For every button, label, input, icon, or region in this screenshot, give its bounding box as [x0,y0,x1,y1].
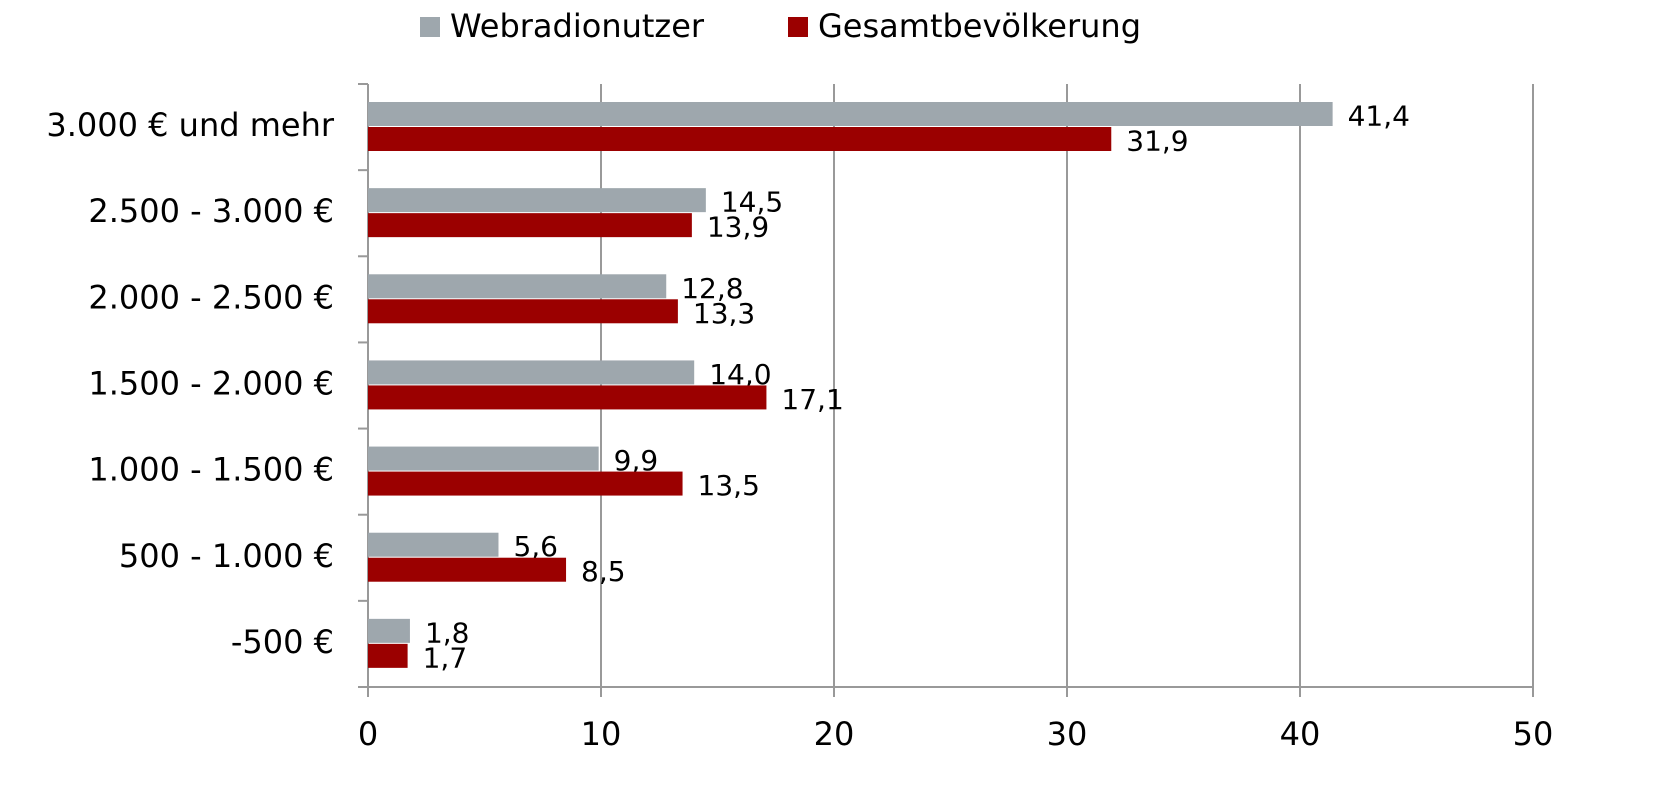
x-tick-label: 10 [581,715,622,753]
bar [368,618,410,643]
value-label: 1,7 [423,641,468,674]
bar [368,446,599,471]
bar [368,385,767,410]
value-label: 12,8 [681,272,743,305]
y-tick-label: 500 - 1.000 € [119,537,334,575]
legend-label: Webradionutzer [450,7,705,45]
y-tick-label: 1.500 - 2.000 € [88,365,334,403]
x-tick-label: 40 [1280,715,1321,753]
x-tick-label: 50 [1513,715,1554,753]
bar [368,557,567,582]
value-label: 1,8 [425,616,470,649]
legend-swatch [420,17,440,37]
bar [368,127,1112,151]
x-tick-label: 30 [1047,715,1088,753]
bar [368,274,667,299]
y-tick-label: 2.000 - 2.500 € [88,278,334,316]
y-tick-label: 3.000 € und mehr [46,106,335,144]
x-tick-label: 20 [814,715,855,753]
value-label: 13,5 [698,469,760,502]
x-tick-label: 0 [358,715,378,753]
legend-swatch [788,17,808,37]
value-label: 14,5 [721,186,783,219]
value-label: 13,3 [693,297,755,330]
bar [368,188,706,213]
y-tick-label: 2.500 - 3.000 € [88,192,334,230]
y-tick-label: 1.000 - 1.500 € [88,451,334,489]
bar [368,360,695,385]
bar [368,643,408,668]
value-label: 41,4 [1348,100,1410,133]
value-label: 17,1 [781,383,843,416]
value-label: 31,9 [1126,125,1188,158]
y-tick-label: -500 € [231,623,334,661]
value-label: 8,5 [581,555,626,588]
bar [368,213,692,238]
bar [368,471,683,496]
bar [368,532,499,557]
bar [368,102,1333,126]
value-label: 13,9 [707,211,769,244]
legend-label: Gesamtbevölkerung [818,7,1141,45]
bar [368,299,678,324]
